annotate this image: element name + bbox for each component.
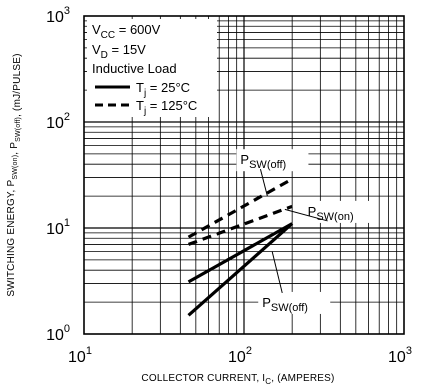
legend-entry-25c: Tj = 25°C: [136, 80, 190, 99]
legend-entry-125c: Tj = 125°C: [136, 98, 197, 117]
x-tick-label: 103: [388, 345, 412, 366]
annotation-leader: [271, 251, 283, 294]
plot-frame: [83, 15, 405, 335]
legend: VCC = 600V VD = 15V Inductive Load Tj = …: [87, 19, 217, 117]
x-tick-label: 101: [68, 345, 92, 366]
annotation-label: PSW(off): [258, 251, 331, 314]
svg-text:PSW(off): PSW(off): [240, 152, 286, 171]
series-line: [187, 177, 293, 239]
x-axis-label: COLLECTOR CURRENT, IC, (AMPERES): [141, 373, 334, 386]
series-line: [187, 222, 293, 284]
annotation-label: PSW(off): [236, 149, 309, 197]
condition-vcc: VCC = 600V: [92, 22, 161, 41]
series-group: [187, 177, 294, 317]
y-tick-label: 102: [46, 111, 70, 132]
y-tick-label: 100: [46, 323, 70, 344]
legend-box: [87, 19, 217, 117]
y-tick-label: 103: [46, 5, 70, 26]
series-line: [187, 204, 293, 246]
annotation-label: PSW(on): [284, 200, 376, 223]
svg-text:PSW(off): PSW(off): [262, 295, 308, 314]
annotation-leader: [259, 169, 268, 197]
series-line: [187, 222, 294, 317]
condition-vd: VD = 15V: [92, 42, 146, 61]
condition-load: Inductive Load: [92, 61, 177, 76]
annotations: PSW(off) PSW(on) PSW(off): [236, 149, 376, 314]
x-tick-label: 102: [228, 345, 252, 366]
y-axis-label: SWITCHING ENERGY, PSW(on), PSW(off), (mJ…: [6, 53, 23, 296]
y-tick-label: 101: [46, 217, 70, 238]
annotation-leader: [284, 208, 328, 222]
grid: [84, 16, 404, 334]
